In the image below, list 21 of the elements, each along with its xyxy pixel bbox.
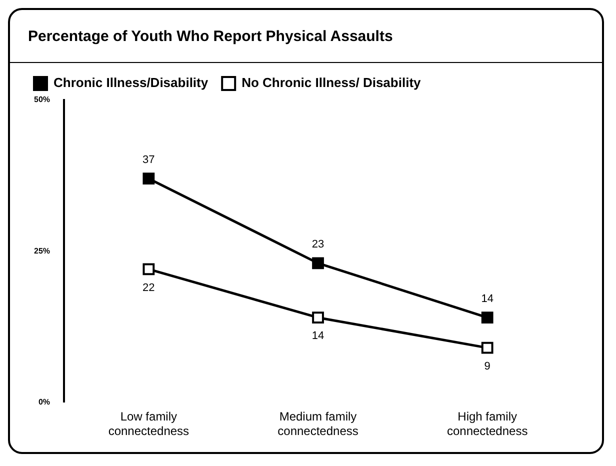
point <box>312 312 324 324</box>
legend-label: No Chronic Illness/ Disability <box>242 75 422 90</box>
y-tick-label: 25% <box>34 246 50 256</box>
data-label: 23 <box>312 238 324 251</box>
y-tick-label: 0% <box>38 397 50 406</box>
chart-title: Percentage of Youth Who Report Physical Assaults <box>10 10 602 63</box>
data-label: 9 <box>484 360 490 372</box>
point <box>312 257 324 270</box>
legend-label: Chronic Illness/Disability <box>54 75 209 90</box>
data-label: 22 <box>142 282 155 294</box>
x-tick-label: Low family connectedness <box>108 410 190 438</box>
point <box>481 312 494 324</box>
data-label: 37 <box>142 154 155 166</box>
x-tick-label: High family connectedness <box>446 410 528 438</box>
y-tick-label: 50% <box>34 95 50 104</box>
data-label: 14 <box>312 330 324 342</box>
x-tick-label: Medium family connectedness <box>278 410 358 438</box>
point <box>142 172 155 185</box>
data-label: 14 <box>481 293 494 306</box>
point <box>142 263 155 276</box>
point <box>481 342 494 354</box>
